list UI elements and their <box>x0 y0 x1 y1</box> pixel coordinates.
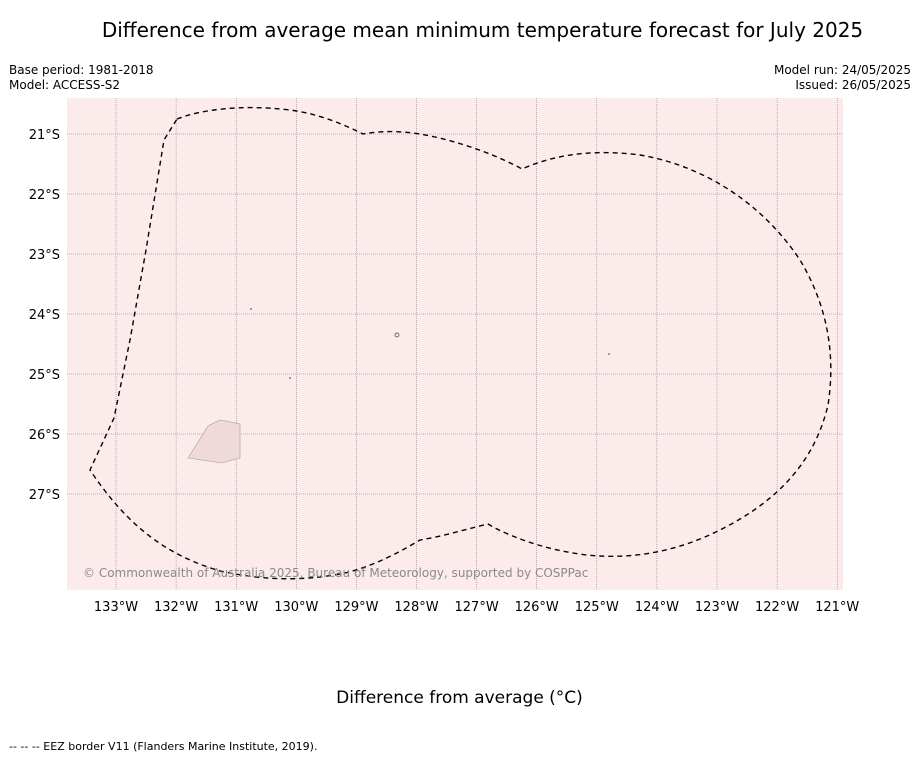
colorbar-label: Difference from average (°C) <box>336 688 583 708</box>
map-gridlines <box>67 98 843 590</box>
lat-label: 27°S <box>29 488 60 503</box>
map-background <box>67 98 843 590</box>
lat-label: 25°S <box>29 368 60 383</box>
islet <box>608 353 610 355</box>
lon-label: 128°W <box>394 600 438 615</box>
lon-label: 125°W <box>575 600 619 615</box>
lat-label: 22°S <box>29 188 60 203</box>
lon-label: 132°W <box>154 600 198 615</box>
lon-label: 123°W <box>695 600 739 615</box>
lon-label: 129°W <box>334 600 378 615</box>
longitude-labels: 133°W 132°W 131°W 130°W 129°W 128°W 127°W 126°W… <box>94 600 860 615</box>
copyright-text: © Commonwealth of Australia 2025, Bureau… <box>83 566 588 580</box>
model-text: Model: ACCESS-S2 <box>9 78 121 92</box>
lat-label: 26°S <box>29 428 60 443</box>
model-run-text: Model run: 24/05/2025 <box>773 63 911 77</box>
base-period-text: Base period: 1981-2018 <box>9 63 154 77</box>
lat-label: 21°S <box>29 128 60 143</box>
lon-label: 122°W <box>755 600 799 615</box>
map-title: Difference from average mean minimum tem… <box>101 18 864 42</box>
footer-note: -- -- -- EEZ border V11 (Flanders Marine… <box>9 740 318 753</box>
forecast-map: © Commonwealth of Australia 2025, Bureau… <box>29 98 860 615</box>
header-left: Base period: 1981-2018 Model: ACCESS-S2 <box>9 63 154 93</box>
issued-text: Issued: 26/05/2025 <box>795 78 911 92</box>
lon-label: 131°W <box>214 600 258 615</box>
lon-label: 130°W <box>274 600 318 615</box>
lat-label: 24°S <box>29 308 60 323</box>
latitude-labels: 21°S 22°S 23°S 24°S 25°S 26°S 27°S <box>29 128 60 503</box>
lon-label: 121°W <box>815 600 859 615</box>
eez-border <box>89 106 832 580</box>
lon-label: 124°W <box>635 600 679 615</box>
land-shape <box>187 419 241 464</box>
lon-label: 127°W <box>455 600 499 615</box>
islet <box>394 332 400 338</box>
islet <box>250 308 252 310</box>
lat-label: 23°S <box>29 248 60 263</box>
header-right: Model run: 24/05/2025 Issued: 26/05/2025 <box>774 63 911 93</box>
lon-label: 126°W <box>515 600 559 615</box>
lon-label: 133°W <box>94 600 138 615</box>
islet <box>289 377 291 379</box>
